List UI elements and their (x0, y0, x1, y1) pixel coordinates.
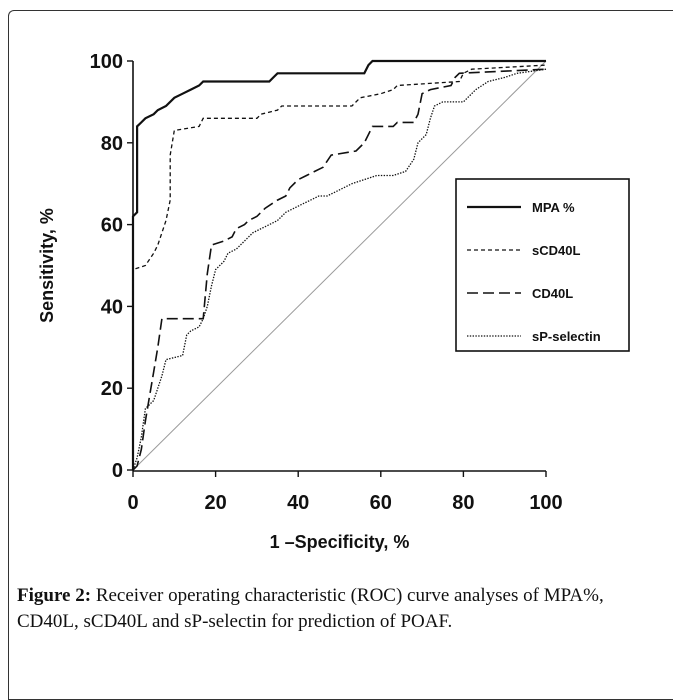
x-tick-label: 100 (529, 492, 562, 514)
y-tick-label: 60 (101, 215, 123, 237)
x-tick-label: 20 (204, 492, 226, 514)
x-axis-label: 1 –Specificity, % (270, 532, 410, 552)
legend-label: sP-selectin (532, 329, 601, 344)
series-line-mpa (131, 59, 546, 470)
y-tick-label: 20 (101, 378, 123, 400)
series-line-sp-selectin (132, 68, 547, 471)
x-tick-label: 80 (452, 492, 474, 514)
legend-label: CD40L (532, 286, 573, 301)
legend-label: sCD40L (532, 243, 580, 258)
y-tick-label: 80 (101, 133, 123, 155)
caption-text: Receiver operating characteristic (ROC) … (17, 585, 604, 632)
series-line-scd40l (132, 64, 547, 470)
figure-caption: Figure 2: Receiver operating characteris… (17, 583, 667, 635)
x-tick-label: 40 (287, 492, 309, 514)
y-axis-label: Sensitivity, % (37, 208, 57, 323)
y-tick-label: 100 (90, 51, 123, 73)
roc-chart: 0 20 40 60 80 100 0 20 40 60 80 100 1 –Specificity, … (37, 51, 630, 552)
caption-label: Figure 2: (17, 585, 92, 606)
y-tick-label: 0 (112, 460, 123, 482)
reference-diagonal-line (132, 60, 547, 471)
legend-label: MPA % (532, 200, 575, 215)
x-tick-label: 0 (127, 492, 138, 514)
x-tick-label: 60 (370, 492, 392, 514)
y-tick-label: 40 (101, 296, 123, 318)
